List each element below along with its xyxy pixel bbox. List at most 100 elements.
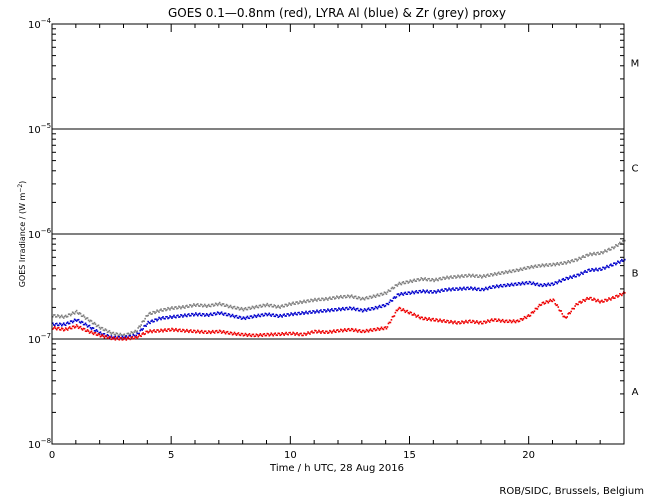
series-point xyxy=(221,303,224,305)
series-point xyxy=(603,300,605,303)
series-point xyxy=(181,330,183,333)
series-point xyxy=(551,300,554,303)
series-point xyxy=(443,319,445,321)
series-point xyxy=(611,246,613,249)
series-point xyxy=(297,311,299,314)
series-point xyxy=(322,297,324,300)
series-point xyxy=(416,278,419,280)
series-point xyxy=(507,283,510,286)
series-point xyxy=(611,297,613,299)
series-point xyxy=(601,299,603,302)
series-point xyxy=(520,318,523,320)
series-point xyxy=(423,290,426,292)
series-point xyxy=(298,311,300,314)
series-point xyxy=(193,303,195,305)
series-point xyxy=(292,301,294,304)
series-point xyxy=(93,321,96,324)
series-point xyxy=(504,270,507,272)
series-point xyxy=(353,329,356,332)
series-point xyxy=(100,333,103,335)
series-point xyxy=(94,323,97,325)
series-point xyxy=(53,314,56,316)
series-point xyxy=(557,263,560,266)
series-point xyxy=(313,331,315,334)
series-point xyxy=(526,265,529,268)
series-point xyxy=(280,315,283,317)
series-point xyxy=(184,313,186,316)
series-point xyxy=(348,329,351,332)
series-point xyxy=(599,301,601,304)
series-point xyxy=(170,329,172,332)
series-point xyxy=(293,303,295,305)
series-point xyxy=(510,321,513,324)
series-point xyxy=(427,278,429,280)
series-point xyxy=(140,324,142,326)
series-point xyxy=(567,260,569,262)
series-point xyxy=(499,273,502,275)
series-point xyxy=(272,313,275,315)
series-point xyxy=(322,311,324,313)
series-point xyxy=(465,288,467,291)
series-point xyxy=(109,336,112,339)
series-point xyxy=(213,332,216,334)
series-point xyxy=(332,309,334,312)
series-point xyxy=(238,334,241,336)
series-point xyxy=(356,307,359,310)
series-point xyxy=(163,329,165,332)
series-point xyxy=(620,260,622,262)
series-point xyxy=(209,312,212,315)
series-point xyxy=(466,321,468,323)
series-point xyxy=(446,275,448,278)
series-point xyxy=(544,283,547,286)
series-point xyxy=(552,284,555,286)
series-point xyxy=(476,320,478,322)
series-point xyxy=(224,305,227,307)
series-point xyxy=(333,310,335,312)
series-point xyxy=(129,334,132,337)
series-point xyxy=(221,331,224,333)
series-point xyxy=(225,303,228,306)
series-point xyxy=(557,281,560,283)
series-point xyxy=(204,304,207,307)
series-point xyxy=(562,277,565,280)
series-point xyxy=(539,283,542,286)
series-point xyxy=(227,332,230,335)
series-point xyxy=(616,244,618,247)
series-point xyxy=(245,316,248,319)
series-point xyxy=(383,326,386,329)
series-point xyxy=(605,250,607,252)
series-point xyxy=(112,338,115,340)
series-point xyxy=(278,332,281,335)
series-point xyxy=(194,313,196,316)
series-point xyxy=(476,289,478,292)
series-point xyxy=(76,325,79,328)
series-point xyxy=(265,313,268,315)
series-point xyxy=(477,321,479,324)
series-point xyxy=(192,304,194,307)
series-point xyxy=(397,293,400,295)
series-point xyxy=(485,274,488,276)
series-point xyxy=(526,315,529,318)
series-point xyxy=(558,264,561,266)
series-point xyxy=(186,315,188,318)
series-point xyxy=(533,310,536,312)
series-point xyxy=(517,281,520,284)
series-point xyxy=(408,281,411,283)
series-point xyxy=(262,315,265,317)
series-point xyxy=(518,320,521,323)
series-point xyxy=(362,298,365,300)
series-point xyxy=(494,286,497,288)
series-point xyxy=(91,327,94,329)
series-point xyxy=(103,329,106,332)
series-point xyxy=(366,308,369,310)
series-point xyxy=(564,316,567,319)
series-point xyxy=(315,330,317,332)
series-point xyxy=(176,329,178,332)
series-point xyxy=(355,297,358,300)
series-point xyxy=(69,320,72,322)
series-point xyxy=(56,327,59,329)
series-point xyxy=(359,331,362,333)
series-point xyxy=(521,269,524,272)
series-point xyxy=(178,328,180,331)
series-point xyxy=(284,315,286,317)
